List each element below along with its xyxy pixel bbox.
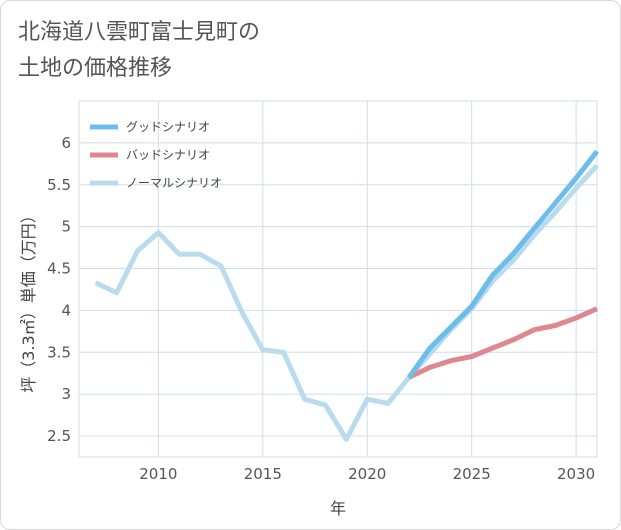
- x-tick-label: 2010: [139, 465, 177, 483]
- chart-title: 北海道八雲町富士見町の 土地の価格推移: [18, 15, 438, 87]
- series-lines: [94, 149, 599, 442]
- y-tick-label: 5.5: [47, 176, 71, 194]
- y-tick-label: 4: [61, 301, 71, 319]
- series-line-2: [94, 163, 599, 442]
- x-tick-label: 2015: [244, 465, 282, 483]
- series-line-0: [406, 149, 599, 379]
- y-tick-label: 3: [61, 385, 71, 403]
- x-tick-label: 2025: [453, 465, 491, 483]
- x-tick-label: 2020: [348, 465, 386, 483]
- y-tick-label: 5: [61, 218, 71, 236]
- y-axis-title: 坪（3.3㎡）単価（万円）: [19, 207, 38, 392]
- plot-area: [78, 100, 598, 458]
- chart-title-line1: 北海道八雲町富士見町の: [18, 20, 261, 45]
- x-axis-ticks: 2010 2015 2020 2025 2030: [139, 465, 595, 483]
- legend-label-1: バッドシナリオ: [126, 148, 210, 162]
- y-tick-label: 3.5: [47, 343, 71, 361]
- legend-label-2: ノーマルシナリオ: [126, 176, 222, 190]
- y-tick-label: 4.5: [47, 260, 71, 278]
- x-axis-title: 年: [330, 499, 346, 518]
- chart-title-line2: 土地の価格推移: [18, 56, 173, 81]
- y-tick-label: 6: [61, 134, 71, 152]
- series-line-1: [407, 306, 599, 380]
- y-axis-ticks: 2.5 3 3.5 4 4.5 5 5.5 6: [47, 134, 71, 445]
- x-tick-label: 2030: [557, 465, 595, 483]
- legend-label-0: グッドシナリオ: [126, 120, 210, 134]
- y-tick-label: 2.5: [47, 427, 71, 445]
